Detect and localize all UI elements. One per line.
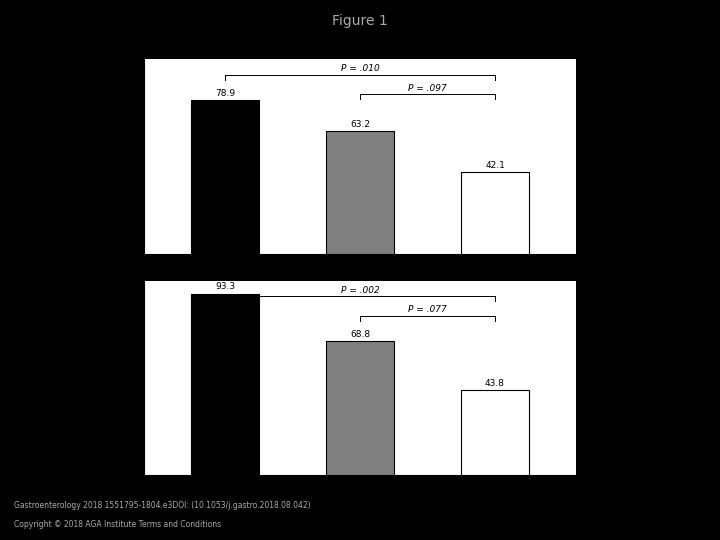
Text: 43.8: 43.8 [485, 379, 505, 388]
Text: 68.8: 68.8 [350, 330, 370, 339]
Text: P = .010: P = .010 [341, 64, 379, 73]
Text: 93.3: 93.3 [215, 282, 235, 292]
Text: Copyright © 2018 AGA Institute Terms and Conditions: Copyright © 2018 AGA Institute Terms and… [14, 520, 222, 529]
Bar [462, 390, 528, 475]
Bar [192, 100, 258, 254]
Text: 42.1: 42.1 [485, 160, 505, 170]
Y-axis label: Proportion of patients (percent): Proportion of patients (percent) [104, 306, 113, 450]
Text: P = .002: P = .002 [341, 286, 379, 295]
Text: A: A [94, 59, 105, 75]
Text: 63.2: 63.2 [350, 119, 370, 129]
Bar [326, 131, 394, 254]
Bar [462, 172, 528, 254]
Bar [326, 341, 394, 475]
Text: PP: PP [130, 281, 140, 290]
Text: Gastroenterology 2018 1551795-1804.e3DOI: (10.1053/j.gastro.2018.08.042): Gastroenterology 2018 1551795-1804.e3DOI… [14, 501, 311, 510]
Bar [192, 294, 258, 475]
Text: ITT: ITT [130, 59, 143, 69]
Text: Figure 1: Figure 1 [332, 14, 388, 28]
Y-axis label: Proportion of patients (percent): Proportion of patients (percent) [104, 85, 113, 228]
Text: P = .077: P = .077 [408, 305, 447, 314]
Text: 78.9: 78.9 [215, 89, 235, 98]
Text: P = .097: P = .097 [408, 84, 447, 93]
Text: B: B [94, 281, 105, 296]
